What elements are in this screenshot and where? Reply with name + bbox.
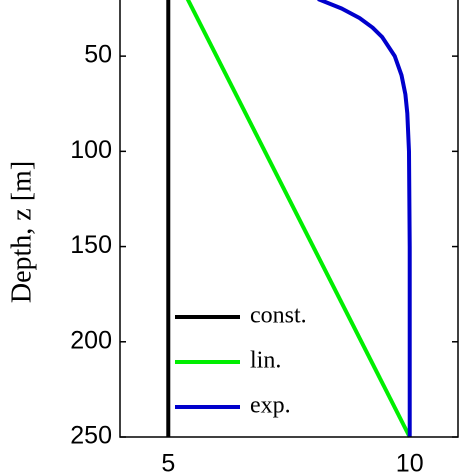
y-tick-label: 100	[70, 136, 112, 164]
y-tick-label: 50	[84, 41, 112, 69]
y-tick-label: 200	[70, 326, 112, 354]
series-line	[185, 0, 412, 438]
legend-label: const.	[250, 303, 307, 329]
series-line	[317, 0, 412, 437]
y-tick-label: 150	[70, 231, 112, 259]
y-axis-label: Depth, z [m]	[6, 161, 37, 303]
y-tick-label: 250	[70, 422, 112, 450]
legend-label: exp.	[250, 393, 291, 419]
legend-label: lin.	[250, 348, 281, 374]
x-tick-label: 10	[396, 450, 424, 474]
x-tick-label: 5	[161, 450, 175, 474]
plot-frame	[119, 0, 459, 438]
